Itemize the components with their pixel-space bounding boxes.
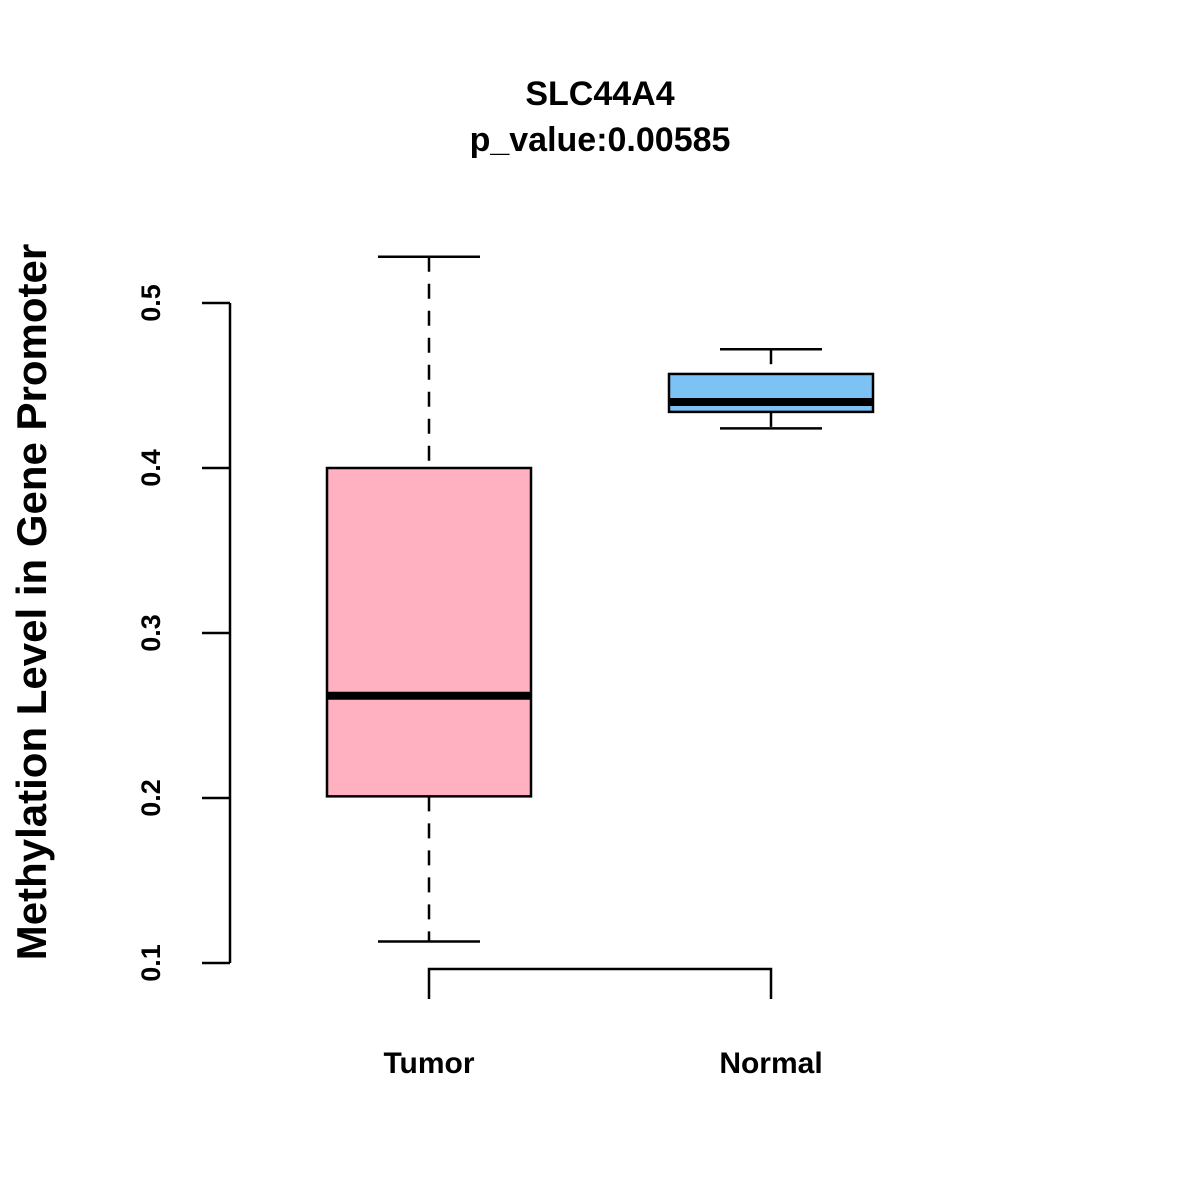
y-tick-label: 0.4 <box>136 449 166 487</box>
significance-bracket <box>427 967 773 999</box>
box-normal <box>667 347 875 430</box>
category-label-tumor: Tumor <box>383 1047 474 1080</box>
category-label-normal: Normal <box>719 1047 822 1080</box>
x-axis-labels: Tumor Normal <box>383 1047 822 1080</box>
y-axis-label: Methylation Level in Gene Promoter <box>8 244 55 960</box>
iqr-box <box>667 372 875 414</box>
chart-title: SLC44A4 <box>525 75 674 113</box>
y-tick-label: 0.1 <box>136 944 166 982</box>
box-tumor <box>325 255 533 943</box>
y-tick-label: 0.5 <box>136 284 166 322</box>
boxes-layer <box>325 255 875 943</box>
y-axis: 0.1 0.2 0.3 0.4 0.5 <box>136 284 232 982</box>
chart-subtitle: p_value:0.00585 <box>470 121 731 159</box>
y-tick-label: 0.3 <box>136 614 166 652</box>
iqr-box <box>325 466 533 798</box>
bracket-line <box>427 967 773 999</box>
y-tick-label: 0.2 <box>136 779 166 817</box>
